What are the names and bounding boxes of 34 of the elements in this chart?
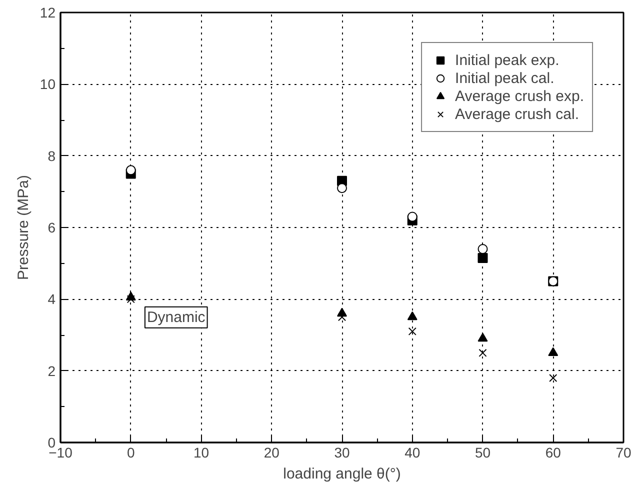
point <box>478 244 488 254</box>
x-tick-label: 50 <box>474 444 491 460</box>
x-tick-label: 10 <box>193 444 210 460</box>
point <box>338 313 346 322</box>
point <box>548 347 558 356</box>
x-tick-label: 40 <box>404 444 420 460</box>
y-axis-title: Pressure (MPa) <box>14 174 32 280</box>
y-tick-label: 6 <box>48 220 56 236</box>
x-tick-label: 30 <box>334 444 350 460</box>
point <box>408 327 416 336</box>
point <box>407 212 418 222</box>
point <box>126 165 136 176</box>
annotation: Dynamic <box>146 308 206 326</box>
x-axis-title: loading angle θ(°) <box>283 466 401 482</box>
y-tick-label: 10 <box>40 76 56 92</box>
point <box>126 295 135 304</box>
y-tick-label: 2 <box>48 362 56 379</box>
legend-label: Average crush cal. <box>455 105 579 123</box>
legend-label: Initial peak cal. <box>455 69 554 87</box>
x-tick-label: 0 <box>126 444 135 460</box>
point <box>337 183 347 194</box>
x-tick-label: 20 <box>264 444 280 460</box>
x-tick-label: 70 <box>616 444 632 460</box>
y-tick-label: 12 <box>40 4 56 20</box>
point <box>549 374 558 382</box>
y-tick-label: 8 <box>48 148 56 164</box>
x-tick-label: 60 <box>545 444 562 460</box>
point <box>478 332 488 342</box>
legend-label: Average crush exp. <box>455 87 584 105</box>
point <box>478 252 488 263</box>
point <box>478 348 487 357</box>
point <box>407 311 418 320</box>
y-tick-label: 4 <box>48 291 56 308</box>
legend-label: Initial peak exp. <box>455 51 560 69</box>
